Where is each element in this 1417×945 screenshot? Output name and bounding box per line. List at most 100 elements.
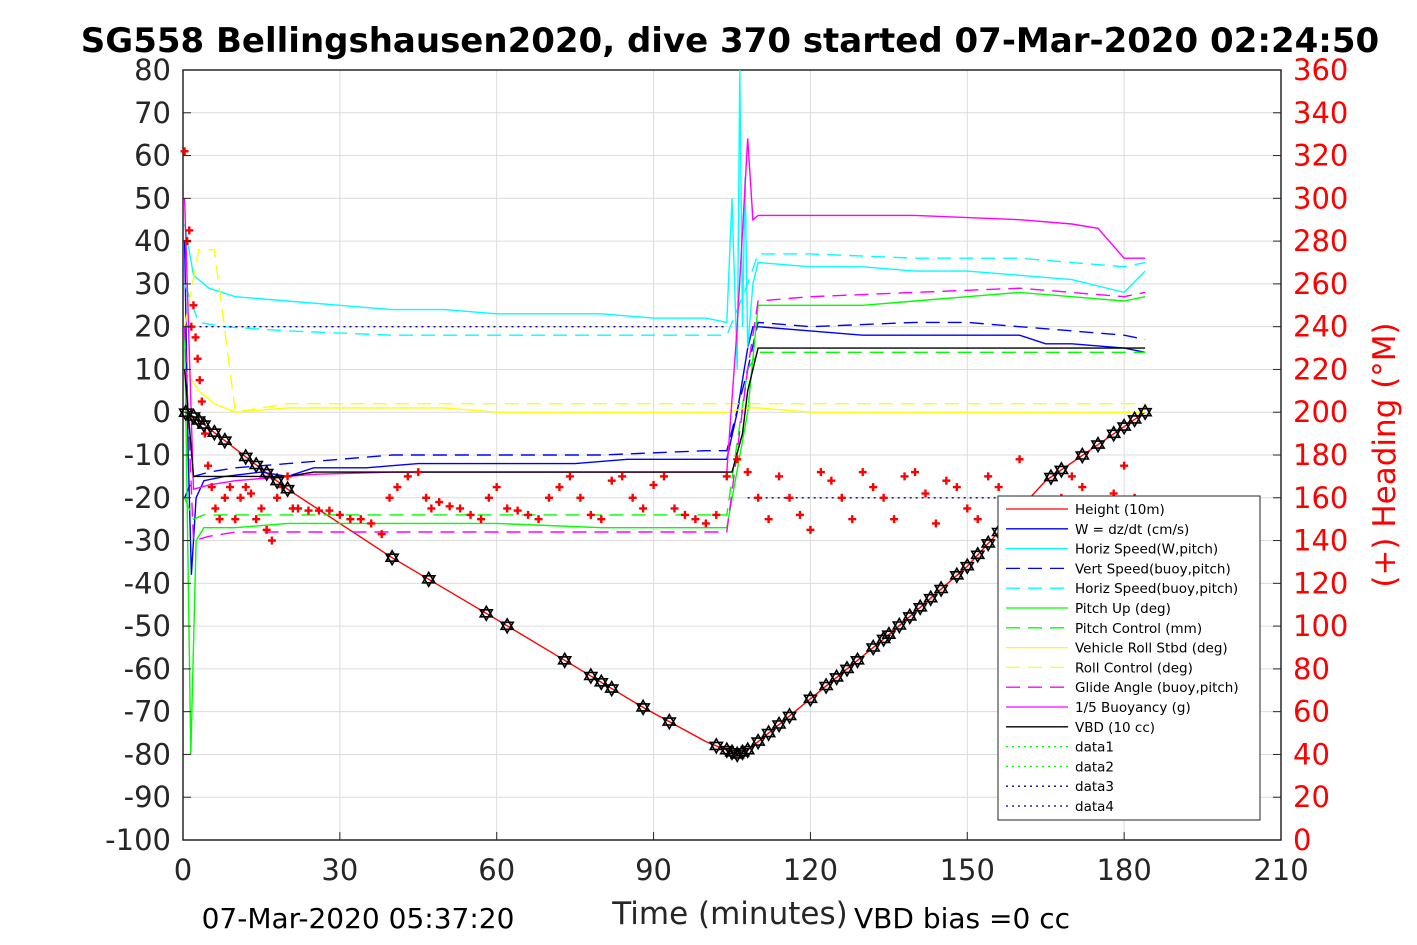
heading-point [639, 504, 648, 513]
height-marker [771, 715, 787, 734]
legend-item: Height (10m) [1006, 502, 1165, 518]
heading-point [545, 493, 553, 502]
y-tick-label: -10 [124, 438, 171, 472]
heading-point [367, 519, 376, 528]
height-marker [269, 472, 285, 490]
heading-point [848, 515, 857, 524]
right-y-tick-label: 280 [1293, 224, 1348, 258]
right-y-tick-label: 160 [1293, 481, 1348, 515]
heading-point [963, 504, 972, 513]
heading-point [262, 525, 271, 534]
height-marker [1053, 461, 1069, 479]
series-line-3 [183, 321, 1146, 499]
heading-point [597, 515, 606, 524]
heading-point [994, 483, 1003, 492]
heading-point [191, 333, 200, 342]
heading-point [879, 493, 888, 502]
legend-label: Pitch Control (mm) [1075, 621, 1202, 637]
legend-item: Horiz Speed(buoy,pitch) [1006, 581, 1238, 597]
heading-point [586, 510, 595, 519]
heading-point [911, 468, 919, 477]
heading-point [775, 472, 784, 481]
heading-point [414, 468, 423, 477]
legend-item: data1 [1006, 740, 1114, 756]
height-marker [708, 737, 724, 755]
right-y-tick-label: 220 [1293, 352, 1348, 386]
height-marker [803, 690, 818, 708]
right-y-tick-label: 200 [1293, 395, 1348, 429]
heading-point [837, 493, 846, 502]
series-line-2 [183, 69, 1146, 370]
heading-point [607, 476, 616, 485]
heading-point [377, 530, 386, 539]
y-tick-label: -80 [124, 737, 171, 771]
height-marker [980, 534, 996, 552]
height-marker [421, 570, 437, 588]
height-marker [583, 667, 599, 685]
legend-label: data4 [1075, 799, 1114, 815]
footer-vbd-bias: VBD bias =0 cc [854, 902, 1070, 935]
x-tick-label: 30 [321, 853, 358, 887]
heading-point [422, 493, 431, 502]
height-marker [1043, 468, 1059, 486]
series-line-8 [183, 248, 1146, 414]
legend-item: Pitch Up (deg) [1006, 601, 1171, 617]
heading-point [477, 515, 486, 524]
heading-point [257, 504, 266, 513]
height-marker [557, 651, 573, 669]
height-marker [1106, 425, 1122, 443]
height-marker [248, 456, 264, 474]
height-marker [593, 673, 609, 691]
heading-point [722, 472, 731, 481]
heading-point [754, 493, 763, 502]
heading-point [565, 472, 574, 481]
right-y-tick-label: 320 [1293, 139, 1348, 173]
legend-label: 1/5 Buoyancy (g) [1075, 700, 1191, 716]
series-line-10 [183, 138, 1146, 491]
height-marker [933, 580, 949, 598]
x-tick-label: 150 [940, 853, 995, 887]
height-marker [761, 724, 777, 742]
left-y-axis: 80 70 60 50 40 30 20 10 0 -10 -20 -30 -40 -50 -60 -70 -8… [105, 53, 191, 857]
heading-point [931, 519, 940, 528]
heading-point [1078, 483, 1087, 492]
heading-point [236, 493, 245, 502]
heading-point [806, 525, 815, 534]
height-marker [912, 598, 928, 616]
height-marker [850, 651, 865, 669]
heading-point [189, 301, 198, 310]
heading-point [180, 147, 189, 156]
right-y-axis: 3603403203002802602402202001801601401201… [1273, 53, 1348, 857]
heading-point [193, 354, 202, 363]
legend-label: W = dz/dt (cm/s) [1075, 522, 1189, 538]
legend-label: Height (10m) [1075, 502, 1165, 518]
heading-point [252, 515, 261, 524]
height-marker [902, 607, 918, 626]
heading-point [973, 515, 982, 524]
heading-point [900, 472, 909, 481]
legend-item: Horiz Speed(W,pitch) [1006, 542, 1218, 558]
heading-point [427, 504, 436, 513]
right-y-tick-label: 20 [1293, 780, 1330, 814]
heading-point [403, 472, 412, 481]
right-y-tick-label: 40 [1293, 737, 1330, 771]
heading-point [304, 506, 313, 515]
legend-label: Horiz Speed(buoy,pitch) [1075, 581, 1238, 597]
right-y-tick-label: 340 [1293, 96, 1348, 130]
height-marker [384, 549, 400, 567]
heading-point [246, 489, 255, 498]
height-marker [782, 707, 797, 725]
heading-point [733, 455, 742, 464]
y-tick-label: -50 [124, 609, 171, 643]
y-tick-label: 70 [134, 96, 171, 130]
heading-point [712, 510, 721, 519]
heading-point [226, 483, 235, 492]
heading-point [952, 483, 961, 492]
height-marker [881, 626, 897, 644]
heading-point [195, 376, 204, 385]
series-line-1 [183, 241, 1146, 575]
heading-point [356, 515, 365, 524]
height-marker [238, 448, 254, 466]
heading-point [197, 397, 206, 406]
heading-point [576, 493, 585, 502]
